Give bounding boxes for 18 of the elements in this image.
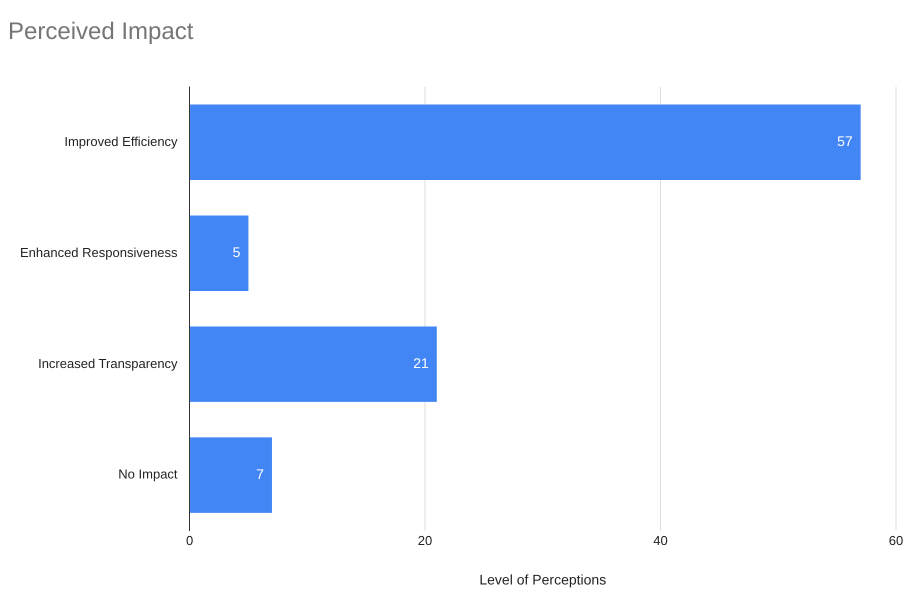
y-tick-label: Improved Efficiency (64, 134, 178, 149)
bar (190, 104, 861, 180)
bar (190, 326, 437, 402)
data-label: 7 (256, 466, 264, 482)
y-tick-label: No Impact (118, 466, 178, 482)
x-axis-title: Level of Perceptions (479, 571, 606, 588)
chart-title: Perceived Impact (8, 18, 194, 46)
data-label: 5 (232, 244, 241, 260)
x-tick-label: 40 (653, 532, 668, 548)
x-tick-label: 20 (418, 532, 432, 548)
y-tick-label: Increased Transparency (38, 356, 178, 371)
bar (190, 437, 272, 513)
data-label: 57 (837, 133, 853, 150)
bar (190, 216, 248, 291)
data-label: 21 (413, 355, 430, 372)
x-tick-label: 60 (888, 532, 904, 548)
y-tick-label: Enhanced Responsiveness (20, 244, 178, 260)
x-tick-label: 0 (186, 532, 194, 548)
